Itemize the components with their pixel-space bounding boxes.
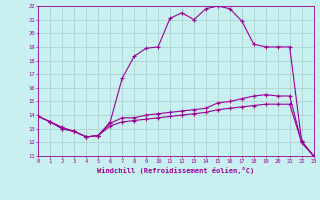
X-axis label: Windchill (Refroidissement éolien,°C): Windchill (Refroidissement éolien,°C) (97, 167, 255, 174)
